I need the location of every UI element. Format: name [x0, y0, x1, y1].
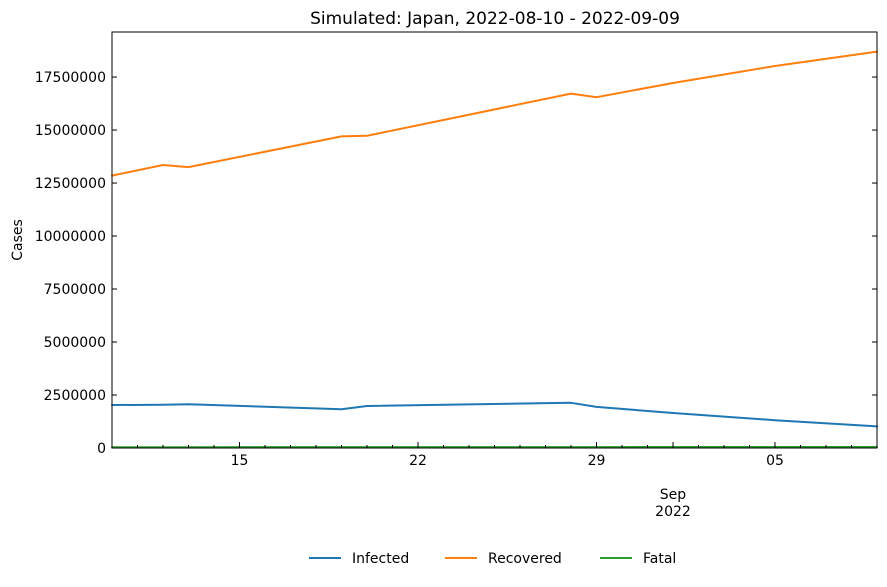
legend-label-fatal: Fatal: [643, 551, 676, 567]
x-tick-label: 22: [409, 453, 427, 469]
plot-frame: [112, 32, 877, 448]
series-line-infected: [112, 403, 877, 427]
x-tick-label: 29: [588, 453, 606, 469]
x-tick-label: 05: [766, 453, 784, 469]
y-tick-label: 12500000: [35, 176, 106, 192]
y-axis-label: Cases: [10, 219, 26, 261]
legend-label-infected: Infected: [352, 551, 409, 567]
legend: Infected Recovered Fatal: [309, 551, 676, 567]
y-tick-label: 15000000: [35, 123, 106, 139]
y-tick-label: 2500000: [44, 388, 106, 404]
legend-label-recovered: Recovered: [488, 551, 562, 567]
series-layer: [112, 52, 877, 448]
x-tick-label: 15: [231, 453, 249, 469]
y-tick-label: 17500000: [35, 70, 106, 86]
y-tick-label: 10000000: [35, 229, 106, 245]
chart-title: Simulated: Japan, 2022-08-10 - 2022-09-0…: [310, 9, 680, 29]
y-tick-label: 0: [97, 441, 106, 457]
y-tick-label: 5000000: [44, 335, 106, 351]
y-tick-label: 7500000: [44, 282, 106, 298]
series-line-recovered: [112, 52, 877, 176]
